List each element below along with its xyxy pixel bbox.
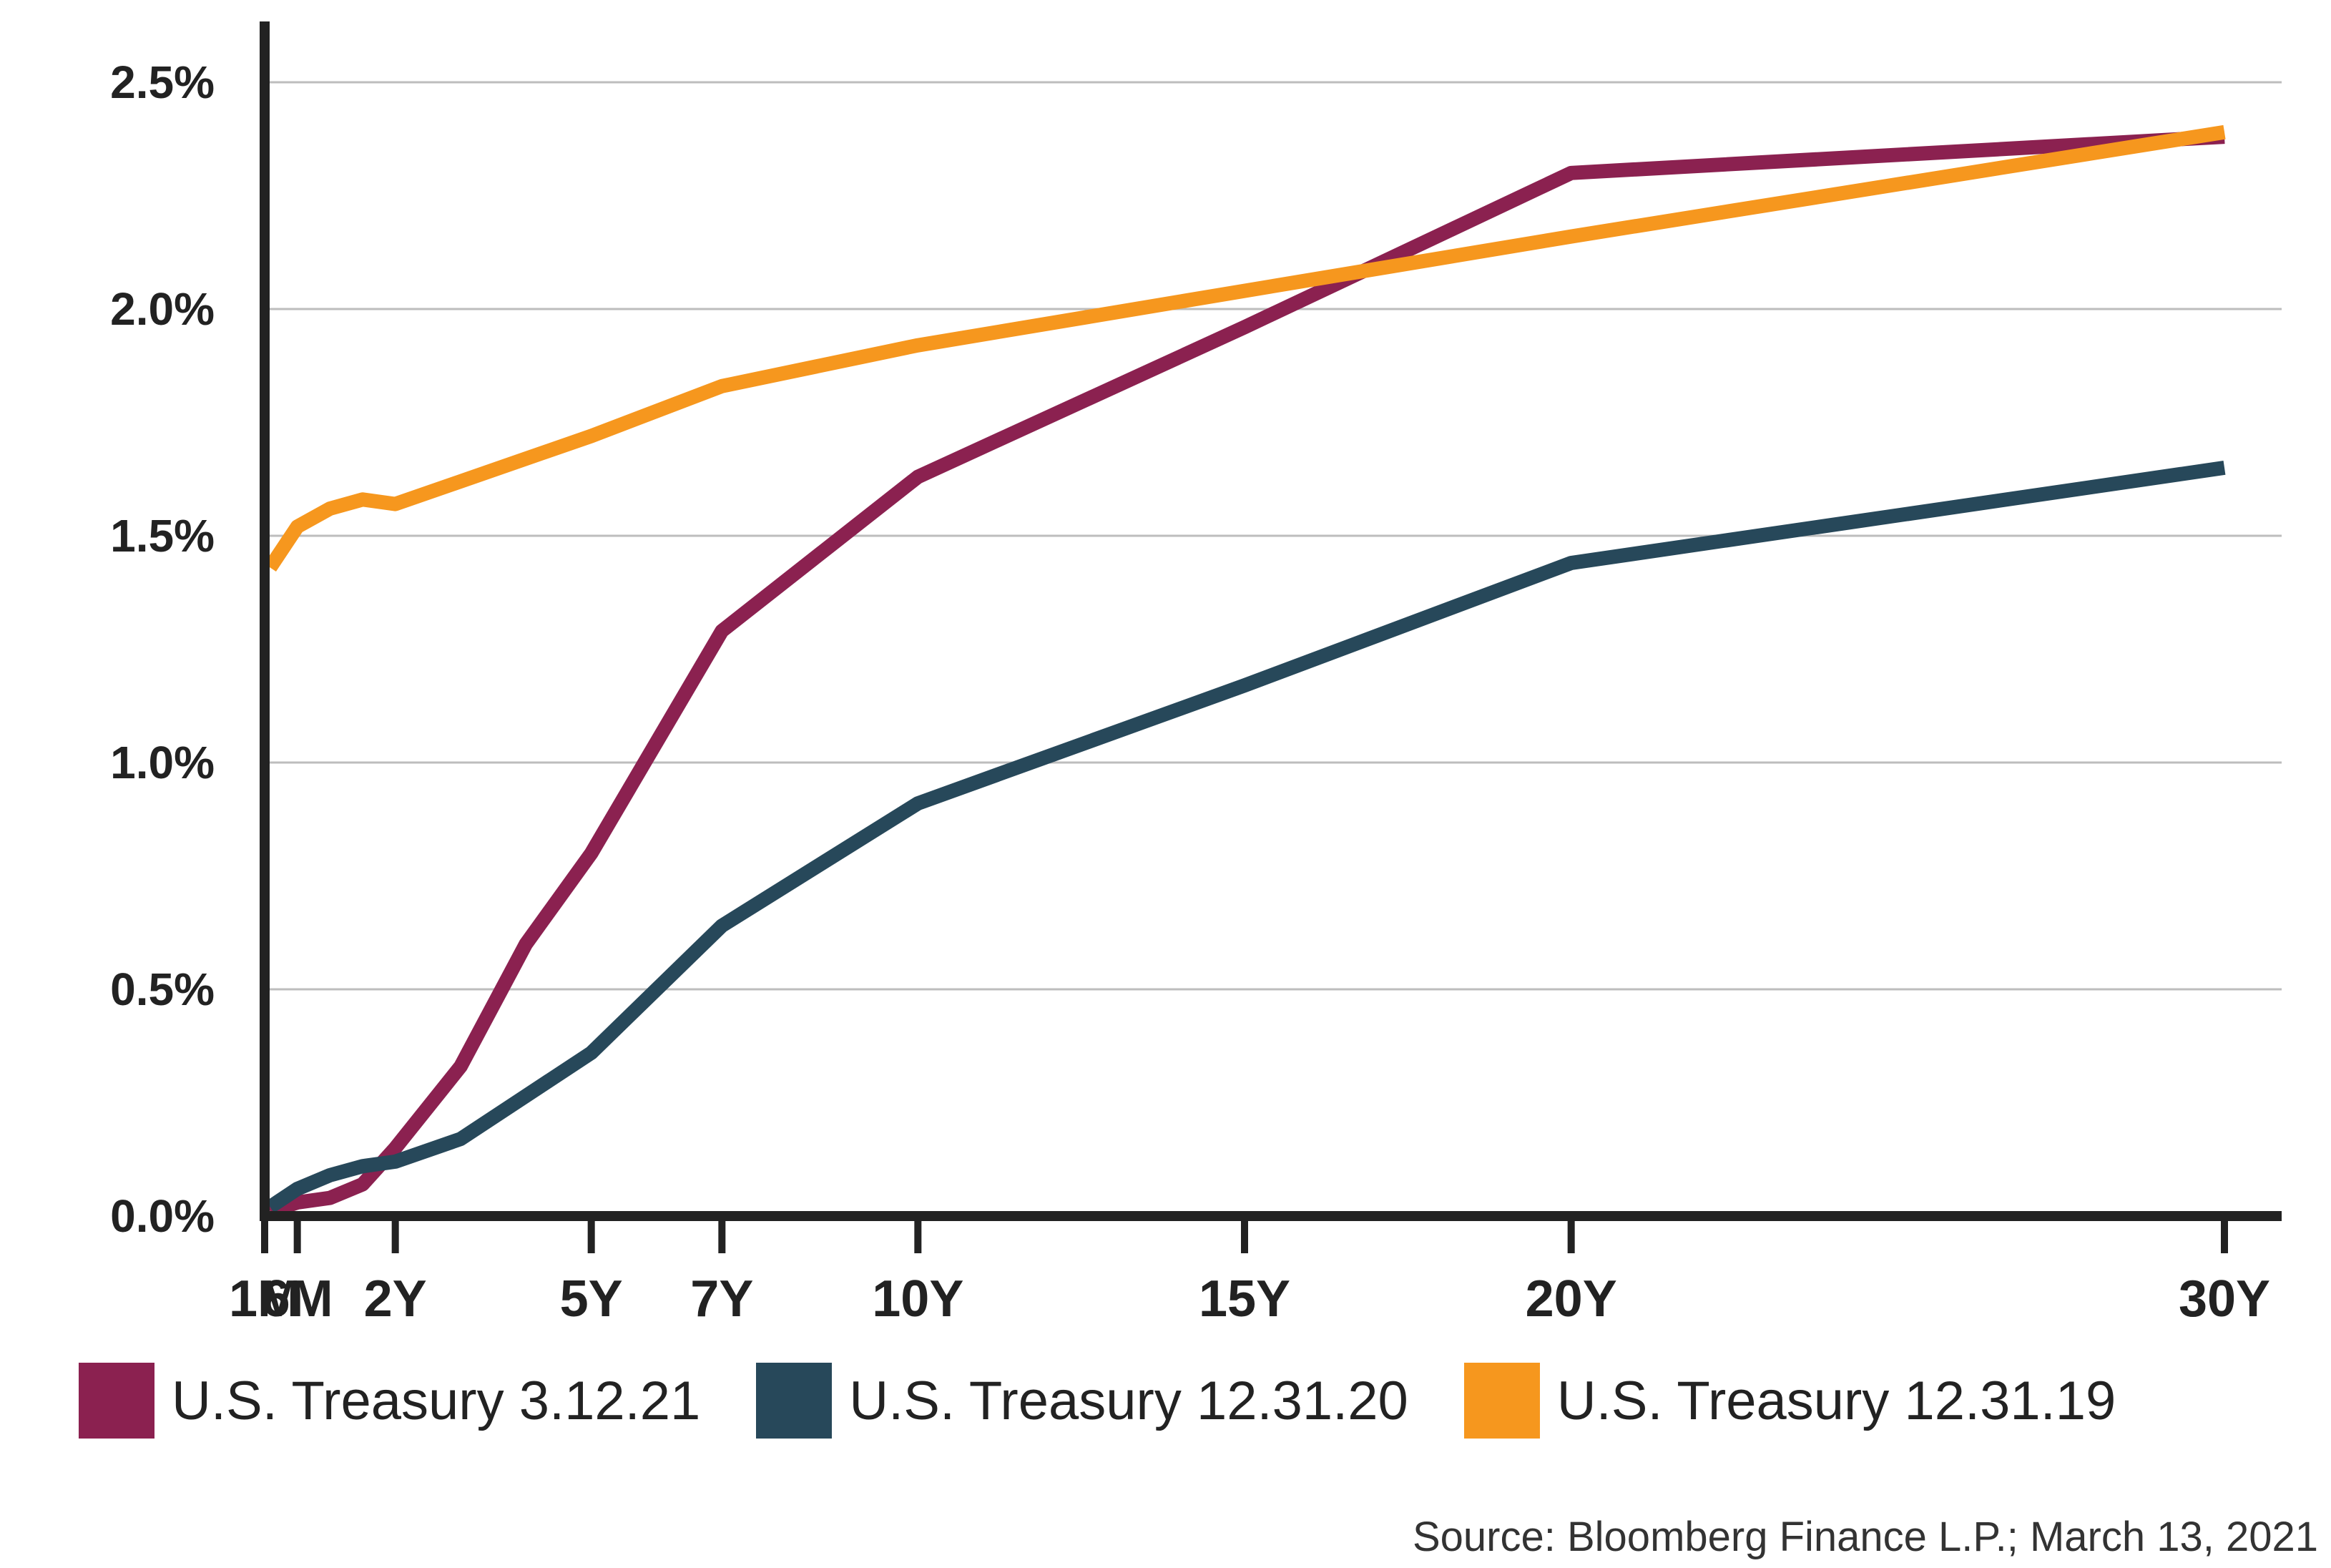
x-tick-label: 20Y	[1526, 1270, 1617, 1328]
series-line-1	[266, 461, 2226, 1213]
x-tick-label: 7Y	[690, 1270, 753, 1328]
x-tick-label: 30Y	[2179, 1270, 2270, 1328]
x-tick-label: 1M	[229, 1270, 300, 1328]
x-tick-label: 10Y	[872, 1270, 963, 1328]
y-tick-label: 0.0%	[110, 1190, 215, 1242]
legend-label-12-31-20: U.S. Treasury 12.31.20	[849, 1370, 1408, 1431]
series-line-2	[264, 124, 2226, 572]
source-note: Source: Bloomberg Finance L.P.; March 13…	[1412, 1514, 2318, 1560]
legend-item-12-31-20: U.S. Treasury 12.31.20	[756, 1363, 1408, 1439]
legend-swatch-12-31-19	[1463, 1363, 1540, 1439]
x-tick-label: 5Y	[560, 1270, 623, 1328]
legend-item-3-12-21: U.S. Treasury 3.12.21	[79, 1363, 700, 1439]
series-lines	[264, 124, 2226, 1219]
legend-swatch-3-12-21	[79, 1363, 154, 1439]
y-tick-labels: 0.0% 0.5% 1.0% 1.5% 2.0% 2.5%	[110, 57, 215, 1242]
legend-label-12-31-19: U.S. Treasury 12.31.19	[1556, 1370, 2116, 1431]
legend-label-3-12-21: U.S. Treasury 3.12.21	[172, 1370, 701, 1431]
legend: U.S. Treasury 3.12.21 U.S. Treasury 12.3…	[79, 1363, 2171, 1439]
x-tick-label: 6M	[262, 1270, 333, 1328]
legend-item-12-31-19: U.S. Treasury 12.31.19	[1463, 1363, 2116, 1439]
x-tick-label: 2Y	[364, 1270, 427, 1328]
axes	[260, 21, 2282, 1253]
y-tick-label: 1.5%	[110, 510, 215, 562]
gridlines	[265, 81, 2282, 991]
x-tick-label: 15Y	[1199, 1270, 1290, 1328]
y-tick-label: 2.0%	[110, 283, 215, 335]
series-line-0	[268, 129, 2225, 1219]
legend-swatch-12-31-20	[756, 1363, 833, 1439]
y-tick-label: 2.5%	[110, 57, 215, 108]
y-tick-label: 1.0%	[110, 737, 215, 788]
y-tick-label: 0.5%	[110, 964, 215, 1015]
